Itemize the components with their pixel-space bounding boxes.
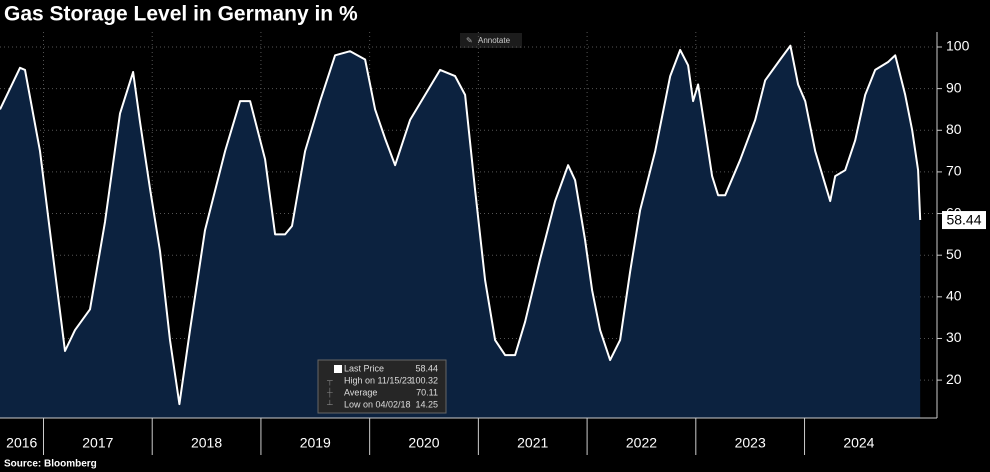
- annotate-label[interactable]: Annotate: [478, 36, 511, 45]
- y-tick-label: 20: [946, 371, 962, 387]
- stats-label: Average: [344, 387, 377, 397]
- stats-icon: ┴: [326, 399, 333, 409]
- x-tick-label: 2023: [735, 435, 766, 451]
- x-tick-label: 2016: [6, 435, 37, 451]
- y-tick-label: 70: [946, 163, 962, 179]
- y-tick-label: 30: [946, 329, 962, 345]
- annotate-background[interactable]: [460, 33, 522, 48]
- x-tick-label: 2020: [408, 435, 439, 451]
- x-tick-label: 2017: [82, 435, 113, 451]
- y-tick-label: 50: [946, 246, 962, 262]
- chart-title: Gas Storage Level in Germany in %: [4, 3, 358, 26]
- x-tick-label: 2021: [517, 435, 548, 451]
- last-price-box: [942, 211, 986, 230]
- stats-background: [317, 359, 447, 414]
- y-tick-label: 90: [946, 79, 962, 95]
- stats-value: 58.44: [415, 363, 438, 373]
- stats-value: 100.32: [410, 375, 438, 385]
- stats-label: Low on 04/02/18: [344, 399, 411, 409]
- y-tick-label: 100: [946, 38, 970, 54]
- y-tick-label: 40: [946, 288, 962, 304]
- source: Source: Bloomberg: [4, 459, 97, 470]
- area: [0, 45, 921, 418]
- x-tick-label: 2022: [626, 435, 657, 451]
- stats-label: Last Price: [344, 363, 384, 373]
- x-tick-label: 2024: [843, 435, 874, 451]
- annotate-button[interactable]: ✎ Annotate: [460, 33, 522, 48]
- stats-value: 14.25: [415, 399, 438, 409]
- stats-label: High on 11/15/23: [344, 375, 412, 385]
- legend-swatch: [334, 365, 342, 373]
- stats-icon: ┬: [326, 376, 333, 386]
- x-tick-label: 2019: [300, 435, 331, 451]
- stats-icon: ┼: [326, 387, 333, 398]
- last-price-label: 58.44: [946, 212, 981, 228]
- x-tick-label: 2018: [191, 435, 222, 451]
- annotate-icon[interactable]: ✎: [466, 36, 473, 45]
- line: [0, 44, 922, 406]
- stats-value: 70.11: [416, 387, 438, 397]
- y-tick-label: 80: [946, 121, 962, 137]
